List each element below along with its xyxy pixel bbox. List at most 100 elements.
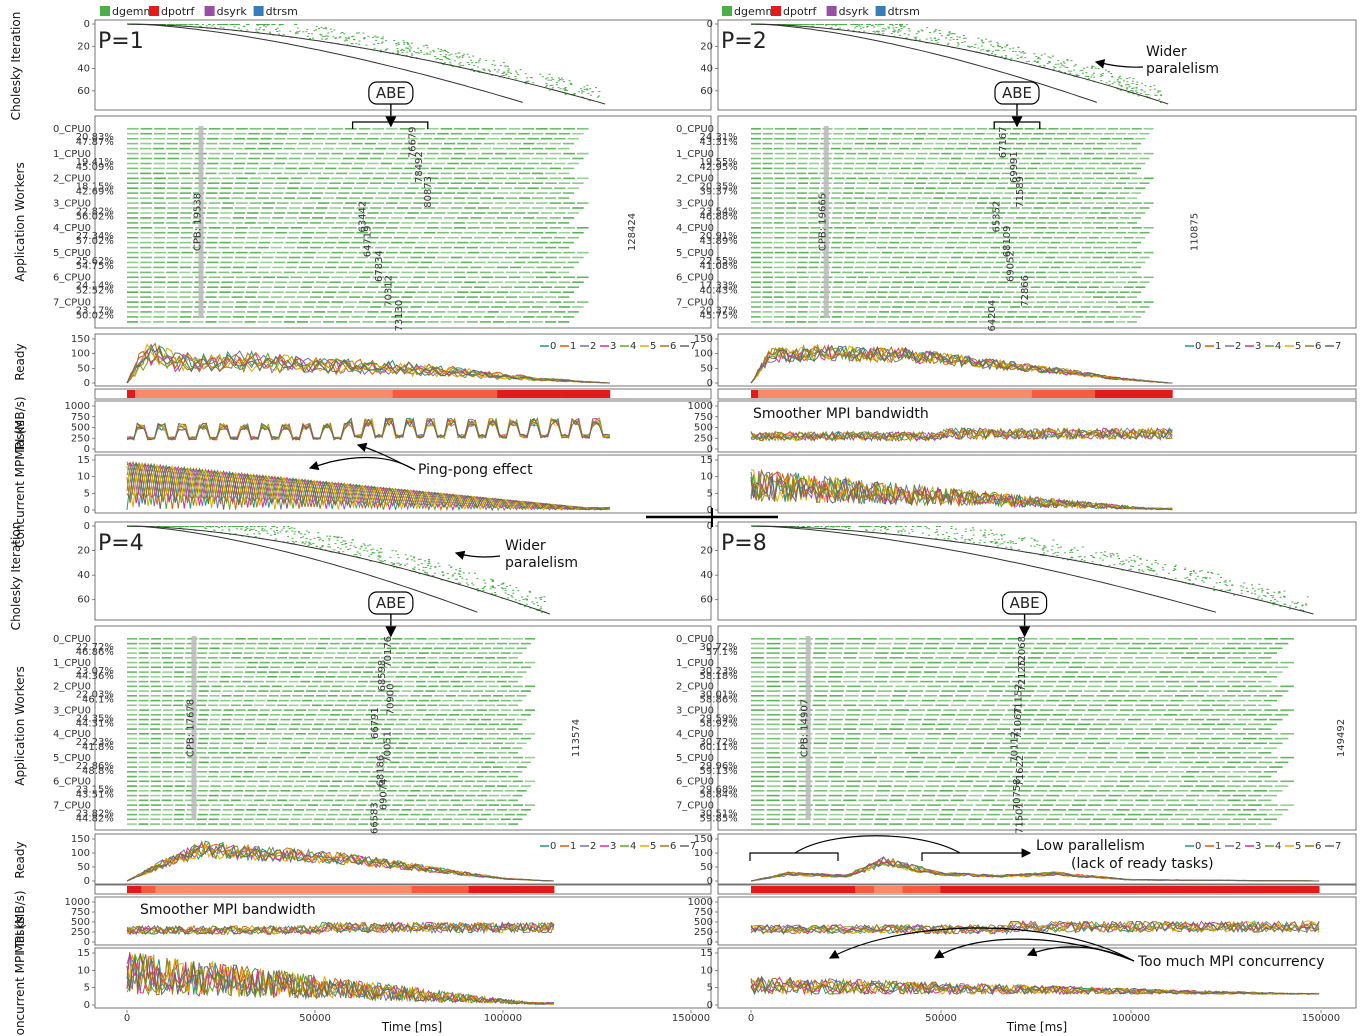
panel-2-worker-task	[877, 291, 888, 293]
panel-3-cholesky-task	[228, 528, 231, 530]
panel-1-heatbar-cell	[175, 390, 184, 398]
panel-2-worker-task	[785, 162, 796, 165]
panel-2-worker-task	[1139, 306, 1150, 308]
panel-1-heatbar-cell	[440, 390, 450, 398]
panel-2-worker-task	[1123, 137, 1134, 140]
panel-2-worker-task	[899, 321, 909, 323]
panel-2-worker-task	[1072, 202, 1083, 204]
panel-3-cholesky-task	[417, 564, 420, 566]
panel-1-worker-task	[505, 246, 517, 249]
panel-2-mpi-tick-1000: 1000	[688, 401, 713, 412]
panel-3-worker-task	[268, 647, 279, 650]
panel-1-cholesky-task	[514, 76, 517, 77]
panel-1-worker-task	[508, 177, 521, 180]
panel-1-worker-task	[495, 276, 507, 279]
panel-1-worker-task	[351, 266, 363, 269]
panel-2-cholesky-task	[1069, 72, 1072, 74]
panel-3-worker-task	[415, 680, 426, 683]
panel-2-worker-task	[831, 241, 842, 244]
panel-1-worker-task	[378, 167, 390, 170]
panel-1-worker-task	[260, 162, 272, 165]
panel-2-worker-task	[1104, 256, 1115, 259]
panel-2-worker-task	[785, 147, 795, 150]
panel-2-worker-task	[810, 276, 821, 279]
panel-1-cholesky-task	[448, 54, 451, 56]
panel-3-cholesky-task	[505, 586, 508, 587]
panel-1-worker-task	[249, 227, 262, 229]
panel-1-worker-task	[434, 261, 446, 264]
panel-2-worker-task	[1127, 306, 1138, 308]
panel-2-cholesky-task	[1118, 84, 1121, 86]
panel-2-worker-task	[797, 311, 808, 313]
panel-3-worker-task	[222, 666, 233, 669]
panel-3-worker-task	[516, 647, 527, 650]
panel-1-worker-task	[427, 246, 439, 249]
panel-2-worker-task	[857, 306, 867, 308]
panel-1-worker-task	[263, 177, 275, 180]
panel-1-worker-task	[298, 142, 310, 145]
panel-1-worker-task	[338, 241, 350, 244]
panel-1-worker-task	[260, 261, 272, 264]
panel-3-worker-task	[210, 666, 221, 669]
panel-2-cholesky-task	[1093, 76, 1096, 78]
panel-2-worker-task	[1127, 132, 1138, 135]
panel-2-worker-task	[1024, 222, 1035, 224]
panel-1-worker-task	[331, 128, 344, 130]
panel-1-abe-value-5: 67834	[374, 250, 385, 282]
panel-1-worker-task	[313, 261, 326, 264]
panel-1-worker-task	[536, 251, 548, 254]
panel-2-worker-task	[1139, 182, 1150, 184]
panel-1-worker-task	[166, 172, 178, 175]
panel-2-worker-task	[867, 162, 878, 165]
panel-2-cholesky-task	[1000, 47, 1003, 49]
panel-1-worker-task	[536, 142, 548, 145]
panel-1-worker-task	[388, 172, 400, 175]
panel-2-worker-task	[1058, 271, 1069, 274]
panel-1-worker-task	[477, 207, 490, 209]
panel-2-cholesky-task	[901, 24, 903, 25]
panel-1-worker-task	[527, 236, 539, 239]
panel-2-worker-task	[751, 266, 761, 269]
panel-2-worker-task	[1088, 311, 1099, 313]
panel-2-worker-task	[846, 251, 857, 254]
panel-3-cholesky-task	[283, 526, 286, 527]
panel-1-cholesky-task	[357, 32, 360, 34]
panel-1-cholesky-task	[401, 48, 404, 50]
panel-1-worker-task	[576, 128, 589, 130]
panel-2-worker-task	[974, 157, 985, 160]
panel-2-worker-task	[1010, 182, 1020, 184]
panel-3-worker-task	[271, 661, 282, 664]
panel-2-worker-task	[870, 177, 881, 180]
panel-1-worker-task	[205, 147, 217, 150]
panel-1-cholesky-task	[532, 82, 535, 84]
panel-2-worker-task	[1123, 162, 1134, 165]
panel-3-worker-task	[365, 666, 376, 669]
panel-1-worker-task	[140, 256, 152, 259]
panel-2-worker-task	[1053, 261, 1064, 264]
panel-1-worker-task	[356, 281, 368, 283]
panel-2-worker-task	[810, 128, 821, 130]
panel-2-worker-task	[1080, 306, 1091, 308]
panel-1-worker-task	[287, 162, 299, 165]
panel-2-worker-task	[927, 157, 938, 160]
panel-3-worker-task	[243, 676, 254, 678]
panel-2-worker-task	[1119, 128, 1130, 130]
panel-1-worker-task	[154, 128, 166, 130]
panel-1-cholesky-task	[441, 50, 444, 52]
panel-1-worker-task	[514, 236, 526, 239]
panel-3-cholesky-task	[370, 549, 373, 551]
panel-1-worker-task	[309, 271, 321, 274]
panel-1-cholesky-task	[391, 52, 394, 54]
panel-3-cholesky-task	[379, 560, 382, 562]
panel-2-worker-task	[1119, 301, 1130, 303]
panel-2-worker-task	[965, 128, 976, 130]
panel-2-cholesky-task	[903, 33, 906, 35]
panel-2-worker-task	[890, 212, 901, 214]
panel-1-p-label: P=1	[98, 29, 144, 54]
panel-1-cholesky-task	[384, 40, 387, 42]
panel-2-worker-task	[1143, 301, 1154, 303]
panel-1-worker-task	[391, 291, 403, 293]
panel-2-worker-task	[1007, 162, 1018, 165]
panel-3-worker-task	[508, 657, 519, 659]
panel-3-worker-task	[465, 676, 476, 678]
